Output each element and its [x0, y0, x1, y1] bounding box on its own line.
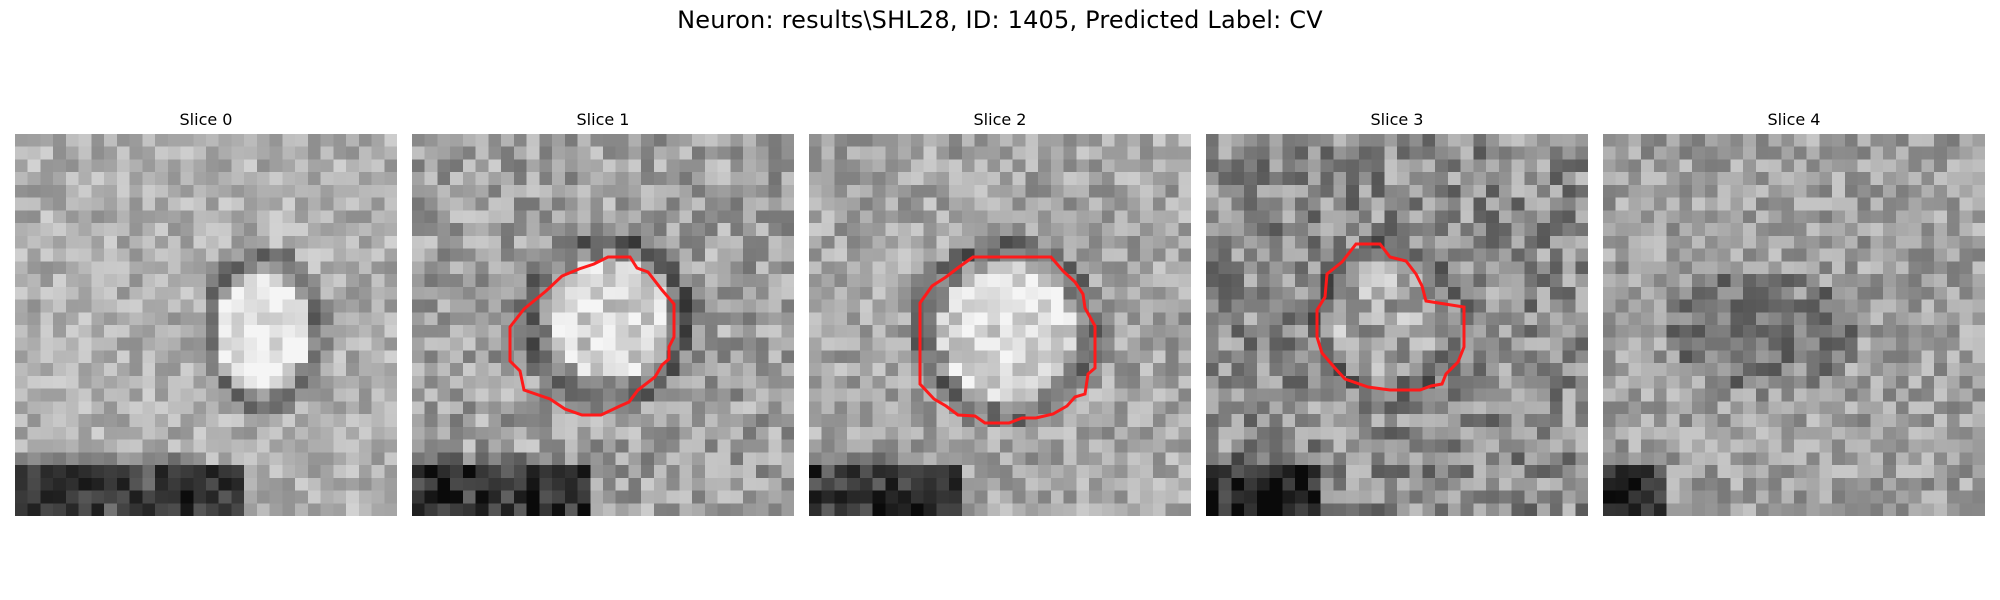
- slice-2-pixels: [809, 134, 1191, 516]
- slice-0-title: Slice 0: [179, 110, 233, 129]
- slice-2-title: Slice 2: [973, 110, 1027, 129]
- slice-1-pixels: [412, 134, 794, 516]
- slice-4-pixels: [1603, 134, 1985, 516]
- slice-2-contour: [918, 255, 1097, 425]
- slice-2-contour-layer: [918, 255, 1097, 425]
- slice-3-pixels: [1206, 134, 1588, 516]
- slice-4-title: Slice 4: [1767, 110, 1821, 129]
- figure-title: Neuron: results\SHL28, ID: 1405, Predict…: [677, 6, 1323, 34]
- slice-3-image: [1206, 134, 1588, 516]
- slice-2-image: [809, 134, 1191, 516]
- slice-4-image: [1603, 134, 1985, 516]
- slice-0-image: [15, 134, 397, 516]
- slice-1-image: [412, 134, 794, 516]
- slice-1-contour-layer: [508, 255, 676, 417]
- slice-1-contour: [508, 255, 676, 417]
- slice-0-pixels: [15, 134, 397, 516]
- slice-3-contour-layer: [1315, 242, 1466, 392]
- slice-3-title: Slice 3: [1370, 110, 1424, 129]
- slice-3-contour: [1315, 242, 1466, 392]
- slice-1-title: Slice 1: [576, 110, 630, 129]
